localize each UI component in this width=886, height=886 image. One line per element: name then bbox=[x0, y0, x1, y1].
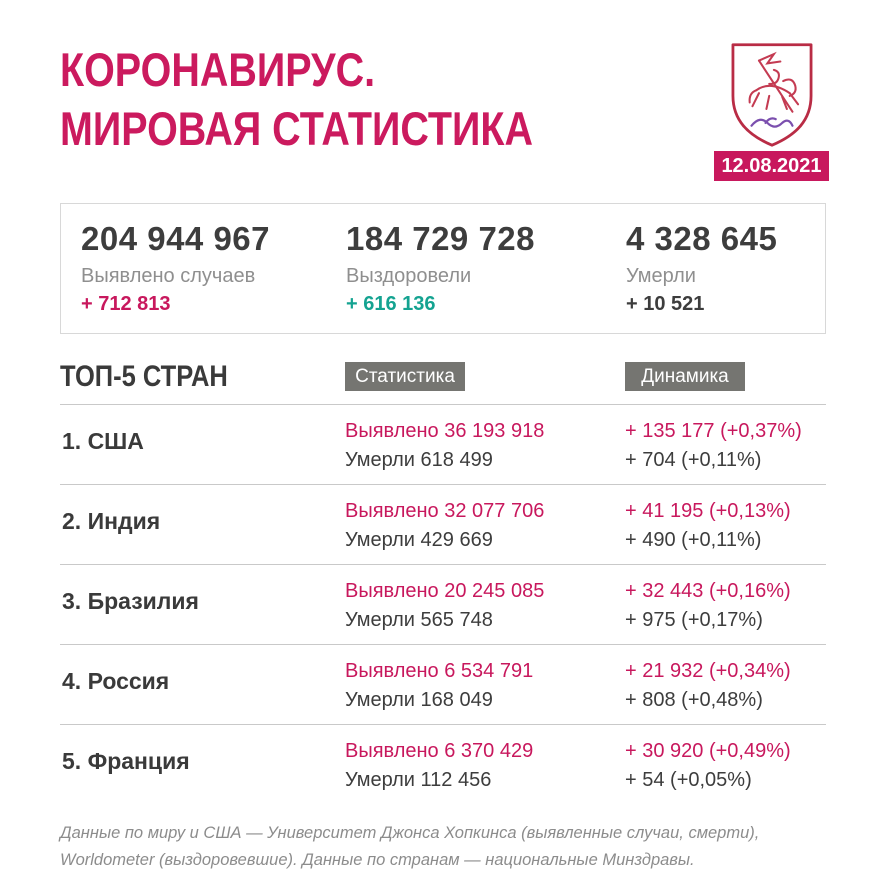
country-name: 3. Бразилия bbox=[62, 587, 199, 614]
detected-delta-value: + 30 920 (+0,49%) bbox=[625, 740, 791, 762]
date-badge: 12.08.2021 bbox=[714, 151, 829, 181]
country-name: 5. Франция bbox=[62, 747, 190, 774]
summary-card-deaths: 4 328 645 Умерли + 10 521 bbox=[626, 220, 777, 316]
detected-delta: + 712 813 bbox=[81, 293, 171, 315]
deaths-delta-value: + 490 (+0,11%) bbox=[625, 529, 762, 551]
recovered-total: 184 729 728 bbox=[346, 220, 536, 257]
country-name: 4. Россия bbox=[62, 667, 170, 694]
top5-header: ТОП-5 СТРАН Статистика Динамика bbox=[60, 358, 826, 405]
statistics-cell: Выявлено 36 193 918 Умерли 618 499 bbox=[345, 417, 544, 475]
table-row-russia: 4. Россия Выявлено 6 534 791 Умерли 168 … bbox=[60, 645, 826, 725]
statistics-cell: Выявлено 6 370 429 Умерли 112 456 bbox=[345, 737, 533, 795]
deaths-value: Умерли 112 456 bbox=[345, 769, 492, 791]
deaths-value: Умерли 618 499 bbox=[345, 449, 493, 471]
deaths-value: Умерли 429 669 bbox=[345, 529, 493, 551]
deaths-total: 4 328 645 bbox=[626, 220, 778, 257]
detected-value: Выявлено 20 245 085 bbox=[345, 580, 545, 602]
source-note: Данные по миру и США — Университет Джонс… bbox=[60, 824, 760, 869]
dynamics-cell: + 32 443 (+0,16%) + 975 (+0,17%) bbox=[625, 577, 791, 635]
statistics-column-badge: Статистика bbox=[345, 362, 465, 391]
top5-heading: ТОП-5 СТРАН bbox=[60, 360, 228, 393]
table-row-france: 5. Франция Выявлено 6 370 429 Умерли 112… bbox=[60, 725, 826, 805]
detected-value: Выявлено 36 193 918 bbox=[345, 420, 545, 442]
detected-total: 204 944 967 bbox=[81, 220, 271, 257]
moscow-coat-of-arms-icon bbox=[722, 42, 822, 148]
dynamics-cell: + 21 932 (+0,34%) + 808 (+0,48%) bbox=[625, 657, 791, 715]
deaths-delta-value: + 975 (+0,17%) bbox=[625, 609, 763, 631]
table-row-usa: 1. США Выявлено 36 193 918 Умерли 618 49… bbox=[60, 405, 826, 485]
detected-value: Выявлено 32 077 706 bbox=[345, 500, 545, 522]
detected-delta-value: + 32 443 (+0,16%) bbox=[625, 580, 791, 602]
title-line-2: МИРОВАЯ СТАТИСТИКА bbox=[60, 102, 534, 155]
table-row-india: 2. Индия Выявлено 32 077 706 Умерли 429 … bbox=[60, 485, 826, 565]
deaths-value: Умерли 565 748 bbox=[345, 609, 493, 631]
statistics-cell: Выявлено 32 077 706 Умерли 429 669 bbox=[345, 497, 544, 555]
page-title: КОРОНАВИРУС. МИРОВАЯ СТАТИСТИКА bbox=[60, 40, 533, 158]
statistics-cell: Выявлено 6 534 791 Умерли 168 049 bbox=[345, 657, 533, 715]
detected-delta-value: + 21 932 (+0,34%) bbox=[625, 660, 791, 682]
deaths-label: Умерли bbox=[626, 265, 696, 287]
detected-delta-value: + 135 177 (+0,37%) bbox=[625, 420, 802, 442]
detected-label: Выявлено случаев bbox=[81, 265, 256, 287]
country-name: 2. Индия bbox=[62, 507, 161, 534]
detected-value: Выявлено 6 534 791 bbox=[345, 660, 534, 682]
detected-value: Выявлено 6 370 429 bbox=[345, 740, 534, 762]
top5-table: 1. США Выявлено 36 193 918 Умерли 618 49… bbox=[60, 405, 826, 805]
deaths-delta-value: + 54 (+0,05%) bbox=[625, 769, 752, 791]
dynamics-cell: + 135 177 (+0,37%) + 704 (+0,11%) bbox=[625, 417, 802, 475]
recovered-label: Выздоровели bbox=[346, 265, 472, 287]
statistics-cell: Выявлено 20 245 085 Умерли 565 748 bbox=[345, 577, 544, 635]
summary-card-detected: 204 944 967 Выявлено случаев + 712 813 bbox=[81, 220, 270, 316]
dynamics-column-badge: Динамика bbox=[625, 362, 745, 391]
dynamics-cell: + 30 920 (+0,49%) + 54 (+0,05%) bbox=[625, 737, 791, 795]
deaths-delta-value: + 704 (+0,11%) bbox=[625, 449, 762, 471]
summary-card-recovered: 184 729 728 Выздоровели + 616 136 bbox=[346, 220, 535, 316]
world-summary-box: 204 944 967 Выявлено случаев + 712 813 1… bbox=[60, 203, 826, 334]
detected-delta-value: + 41 195 (+0,13%) bbox=[625, 500, 791, 522]
table-row-brazil: 3. Бразилия Выявлено 20 245 085 Умерли 5… bbox=[60, 565, 826, 645]
dynamics-cell: + 41 195 (+0,13%) + 490 (+0,11%) bbox=[625, 497, 791, 555]
deaths-delta-value: + 808 (+0,48%) bbox=[625, 689, 763, 711]
country-name: 1. США bbox=[62, 427, 144, 454]
deaths-delta: + 10 521 bbox=[626, 293, 705, 315]
recovered-delta: + 616 136 bbox=[346, 293, 436, 315]
deaths-value: Умерли 168 049 bbox=[345, 689, 493, 711]
title-line-1: КОРОНАВИРУС. bbox=[60, 43, 376, 96]
